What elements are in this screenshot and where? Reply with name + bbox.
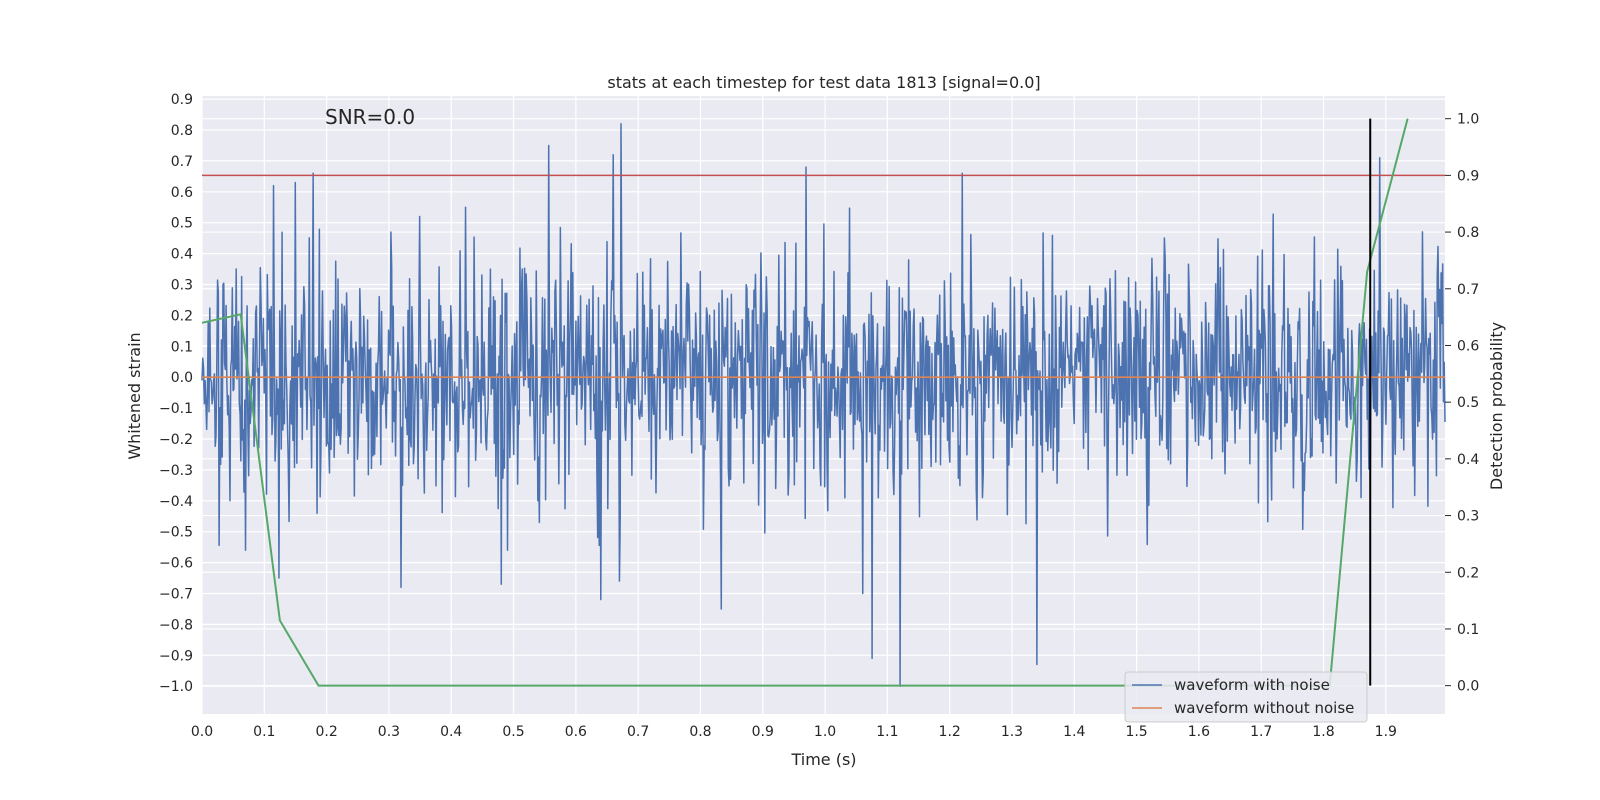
x-tick-label: 0.0: [191, 724, 213, 740]
x-tick-label: 0.9: [752, 724, 774, 740]
x-tick-label: 1.8: [1312, 724, 1334, 740]
series-waveform-with-noise: [201, 123, 1446, 687]
snr-annotation: SNR=0.0: [325, 105, 415, 129]
x-tick-label: 1.6: [1188, 724, 1210, 740]
x-tick-label: 1.4: [1063, 724, 1085, 740]
y2-tick-label: 0.1: [1457, 622, 1479, 638]
y2-tick-label: 0.7: [1457, 282, 1479, 298]
x-tick-label: 0.4: [440, 724, 462, 740]
x-tick-label: 1.7: [1250, 724, 1272, 740]
x-tick-label: 0.5: [502, 724, 524, 740]
x-tick-label: 0.6: [565, 724, 587, 740]
y-tick-label: 0.7: [171, 154, 193, 170]
legend: waveform with noise waveform without noi…: [1124, 671, 1368, 723]
y-tick-label: 0.0: [171, 370, 193, 386]
x-tick-label: 0.7: [627, 724, 649, 740]
y2-tick-label: 0.6: [1457, 338, 1479, 354]
y2-tick-label: 0.9: [1457, 168, 1479, 184]
x-tick-label: 0.2: [315, 724, 337, 740]
y-tick-label: −0.2: [159, 432, 193, 448]
y2-tick-label: 0.8: [1457, 225, 1479, 241]
legend-label-noisy: waveform with noise: [1174, 676, 1330, 694]
y-tick-label: −0.9: [159, 648, 193, 664]
y-tick-label: 0.8: [171, 123, 193, 139]
detection-probability-line: [201, 118, 1409, 687]
x-tick-label: 1.5: [1125, 724, 1147, 740]
y-tick-label: 0.4: [171, 247, 193, 263]
x-tick-label: 0.8: [689, 724, 711, 740]
y-tick-label: −0.5: [159, 525, 193, 541]
right-axis-ticks: 1.0 0.9 0.8 0.7 0.6 0.5 0.4 0.3 0.2 0.1 0.0: [1445, 112, 1479, 695]
legend-box: [1124, 671, 1368, 723]
right-axis-label: Detection probability: [1487, 322, 1506, 490]
noisy-waveform-path: [201, 123, 1446, 687]
y-tick-label: −0.7: [159, 586, 193, 602]
x-tick-label: 1.1: [876, 724, 898, 740]
x-tick-label: 0.3: [378, 724, 400, 740]
y2-tick-label: 0.0: [1457, 679, 1479, 695]
x-tick-label: 1.2: [939, 724, 961, 740]
x-tick-label: 1.9: [1375, 724, 1397, 740]
y2-tick-label: 0.3: [1457, 509, 1479, 525]
y-tick-label: 0.9: [171, 92, 193, 108]
y2-tick-label: 0.5: [1457, 395, 1479, 411]
y-tick-label: 0.6: [171, 185, 193, 201]
y-tick-label: −0.3: [159, 463, 193, 479]
y-axis-ticks: 0.9 0.8 0.7 0.6 0.5 0.4 0.3 0.2 0.1 0.0 −0.1 −0.2 −0…: [159, 92, 193, 695]
y-tick-label: −0.8: [159, 617, 193, 633]
series-detection-probability: [201, 118, 1409, 687]
y-tick-label: −0.4: [159, 494, 193, 510]
y2-tick-label: 1.0: [1457, 112, 1479, 128]
x-tick-label: 0.1: [253, 724, 275, 740]
y-tick-label: −0.6: [159, 556, 193, 572]
y-tick-label: 0.3: [171, 277, 193, 293]
y-tick-label: −0.1: [159, 401, 193, 417]
y-tick-label: −1.0: [159, 679, 193, 695]
y-tick-label: 0.1: [171, 339, 193, 355]
x-axis-label: Time (s): [790, 750, 856, 769]
legend-label-clean: waveform without noise: [1174, 699, 1354, 717]
x-axis-ticks: 0.0 0.1 0.2 0.3 0.4 0.5 0.6 0.7 0.8 0.9 1.0 1.1 1.2 1…: [191, 724, 1397, 740]
x-tick-label: 1.3: [1001, 724, 1023, 740]
x-tick-label: 1.0: [814, 724, 836, 740]
y2-tick-label: 0.4: [1457, 452, 1479, 468]
y2-tick-label: 0.2: [1457, 565, 1479, 581]
y-tick-label: 0.2: [171, 308, 193, 324]
y-tick-label: 0.5: [171, 216, 193, 232]
y-axis-label: Whitened strain: [125, 332, 144, 459]
chart-title: stats at each timestep for test data 181…: [607, 73, 1040, 92]
